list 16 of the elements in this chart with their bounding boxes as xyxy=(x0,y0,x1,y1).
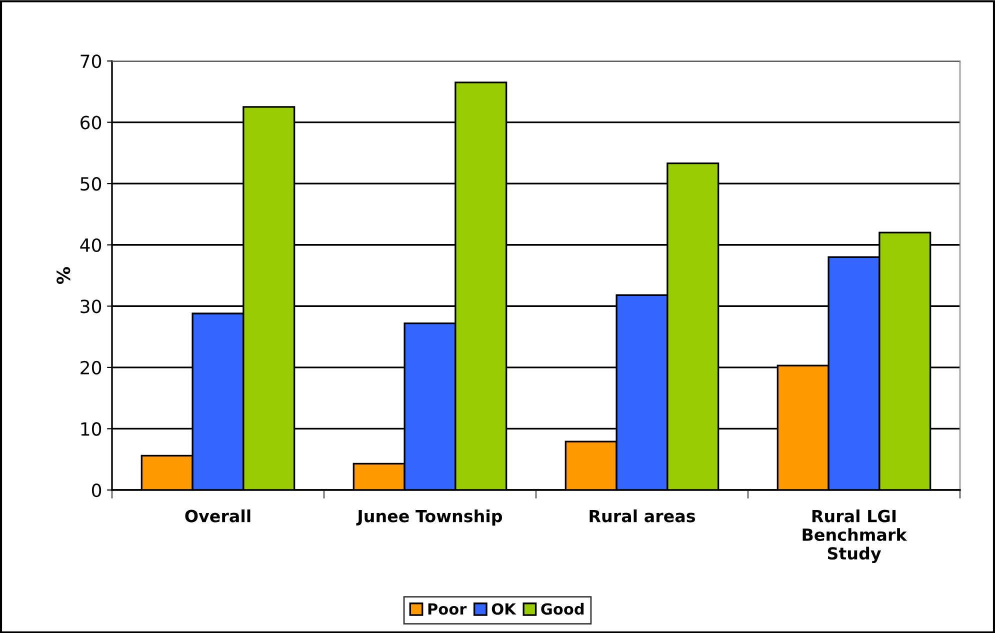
legend-label: Good xyxy=(541,602,584,615)
x-tick-label: Rural LGI Benchmark Study xyxy=(802,509,908,564)
legend-label: OK xyxy=(492,603,516,615)
y-tick-label: 0 xyxy=(92,483,102,498)
x-tick-label: Rural areas xyxy=(590,509,696,522)
y-tick-label: 20 xyxy=(80,360,102,375)
y-tick-label: 60 xyxy=(80,116,102,130)
legend-label: Poor xyxy=(428,603,467,615)
y-tick-label: 50 xyxy=(80,177,102,191)
y-tick-label: 10 xyxy=(81,422,102,436)
y-axis-title: % xyxy=(56,267,70,284)
x-tick-label: Junee Township xyxy=(356,509,502,526)
y-tick-label: 30 xyxy=(80,300,102,314)
x-tick-label: Overall xyxy=(185,509,250,522)
y-tick-label: 70 xyxy=(80,54,102,68)
y-tick-label: 40 xyxy=(80,238,102,252)
